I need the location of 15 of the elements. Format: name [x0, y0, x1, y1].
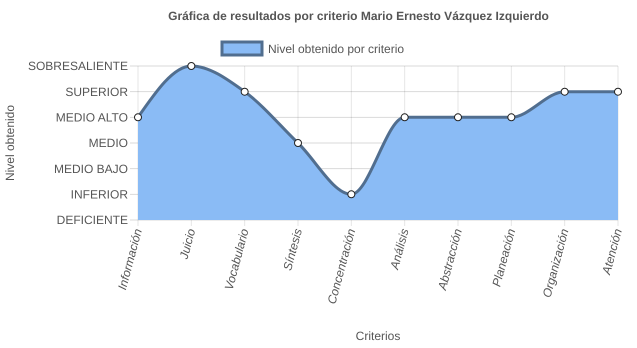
x-tick-label: Análisis: [387, 227, 412, 272]
x-tick-label: Atención: [599, 226, 625, 277]
text: MEDIO BAJO: [54, 162, 128, 176]
text: SOBRESALIENTE: [28, 59, 128, 74]
x-axis-title: Criterios: [356, 329, 400, 343]
text: Nivel obtenido: [3, 104, 17, 182]
x-tick-label: Síntesis: [280, 227, 305, 272]
x-tick-label: Juicio: [176, 226, 198, 262]
text: MEDIO: [88, 136, 128, 150]
text: DEFICIENTE: [56, 213, 128, 228]
legend-label: Nivel obtenido por criterio: [268, 42, 404, 56]
text: MEDIO ALTO: [56, 110, 128, 125]
text: SUPERIOR: [65, 84, 128, 99]
chart-title: Gráfica de resultados por criterio Mario Ernesto Vázquez Izquierdo: [168, 9, 549, 23]
text: INFERIOR: [70, 188, 128, 202]
